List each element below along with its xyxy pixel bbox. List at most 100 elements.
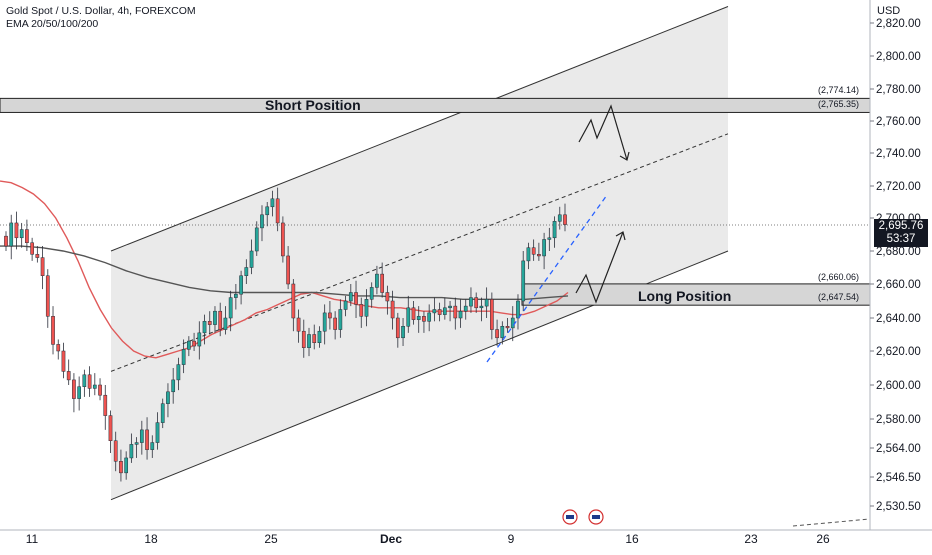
- candle-body: [150, 442, 155, 450]
- candle-body: [557, 214, 562, 222]
- candle-body: [537, 254, 541, 257]
- price-tick-label: 2,530.50: [876, 501, 921, 513]
- candle-body: [500, 326, 505, 339]
- candle-body: [411, 307, 416, 320]
- time-tick-label: 23: [744, 532, 758, 546]
- candle-body: [442, 307, 447, 315]
- short-scenario-path: [578, 104, 628, 161]
- candle-body: [281, 222, 285, 257]
- candle-body: [113, 440, 118, 462]
- current-price-value: 2,695.76: [878, 220, 924, 232]
- candle-body: [563, 214, 567, 225]
- candle-body: [265, 206, 270, 216]
- candle-body: [14, 222, 19, 239]
- time-tick-label: 25: [264, 532, 278, 546]
- candle-body: [213, 310, 217, 325]
- candle-body: [134, 442, 139, 445]
- candle-body: [103, 394, 108, 416]
- candle-body: [406, 307, 411, 327]
- price-tick-label: 2,546.50: [876, 472, 921, 484]
- candle-body: [296, 317, 301, 332]
- candle-body: [364, 299, 369, 317]
- long-zone-bottom-price: (2,647.54): [818, 292, 860, 302]
- candle-body: [239, 275, 243, 295]
- candle-body: [35, 254, 40, 258]
- candle-body: [77, 386, 81, 399]
- candle-body: [453, 305, 458, 319]
- candle-body: [254, 227, 259, 252]
- currency-label[interactable]: USD: [877, 5, 901, 17]
- candle-body: [192, 340, 196, 347]
- candle-body: [521, 260, 526, 302]
- price-tick-label: 2,620.00: [876, 346, 921, 358]
- candle-body: [92, 384, 97, 389]
- candle-body: [218, 310, 223, 330]
- price-tick-label: 2,600.00: [876, 380, 921, 392]
- candle-body: [181, 349, 186, 365]
- candle-body: [338, 309, 343, 330]
- time-tick-label: 18: [144, 532, 158, 546]
- candle-body: [160, 403, 165, 423]
- short-zone-box: [0, 97, 871, 113]
- candle-body: [401, 326, 405, 339]
- candle-body: [479, 305, 484, 309]
- candle-body: [328, 312, 332, 319]
- candle-body: [547, 237, 552, 240]
- candle-body: [291, 283, 296, 319]
- candle-body: [432, 309, 437, 314]
- candle-body: [369, 287, 374, 300]
- candle-body: [207, 321, 212, 325]
- candle-body: [448, 305, 452, 309]
- candle-body: [98, 384, 102, 396]
- candle-body: [249, 250, 254, 268]
- candle-body: [333, 317, 337, 330]
- price-tick-label: 2,760.00: [876, 116, 921, 128]
- candle-body: [124, 457, 129, 474]
- price-tick-label: 2,660.00: [876, 279, 921, 291]
- candle-body: [505, 326, 510, 329]
- event-flag-icon: [588, 509, 604, 525]
- candle-body: [108, 415, 113, 442]
- candle-body: [139, 429, 144, 443]
- candle-body: [495, 329, 499, 339]
- candle-body: [416, 316, 421, 320]
- channel-midline: [110, 133, 729, 372]
- candle-body: [286, 255, 290, 285]
- candle-body: [301, 330, 306, 348]
- candle-body: [552, 221, 557, 239]
- candle-body: [87, 374, 92, 389]
- price-tick-label: 2,800.00: [876, 51, 921, 63]
- candle-body: [542, 239, 546, 257]
- candle-body: [223, 317, 228, 330]
- candle-body: [437, 309, 442, 315]
- candle-body: [145, 429, 149, 450]
- candle-body: [166, 391, 170, 404]
- candle-body: [359, 304, 364, 317]
- candle-body: [187, 340, 191, 350]
- candle-body: [380, 273, 384, 293]
- symbol-title[interactable]: Gold Spot / U.S. Dollar, 4h, FOREXCOM: [6, 5, 196, 17]
- candle-body: [270, 198, 275, 208]
- candle-body: [422, 316, 426, 322]
- candle-body: [40, 257, 45, 277]
- candle-body: [307, 334, 311, 348]
- candle-body: [516, 300, 520, 319]
- candle-body: [82, 374, 87, 387]
- candle-body: [51, 316, 55, 345]
- indicator-label[interactable]: EMA 20/50/100/200: [6, 18, 99, 30]
- ema-long-line: [0, 245, 569, 300]
- price-tick-label: 2,640.00: [876, 313, 921, 325]
- candle-body: [343, 300, 348, 310]
- price-tick-label: 2,780.00: [876, 84, 921, 96]
- price-axis-bg: [870, 0, 932, 550]
- bottom-dashed-line: [792, 518, 871, 527]
- candle-body: [526, 247, 531, 262]
- blue-trend-projection: [486, 194, 608, 363]
- candle-body: [348, 292, 353, 302]
- candle-body: [322, 312, 327, 332]
- channel-upper-line: [110, 6, 729, 252]
- candle-body: [61, 350, 66, 372]
- candle-body: [354, 292, 358, 305]
